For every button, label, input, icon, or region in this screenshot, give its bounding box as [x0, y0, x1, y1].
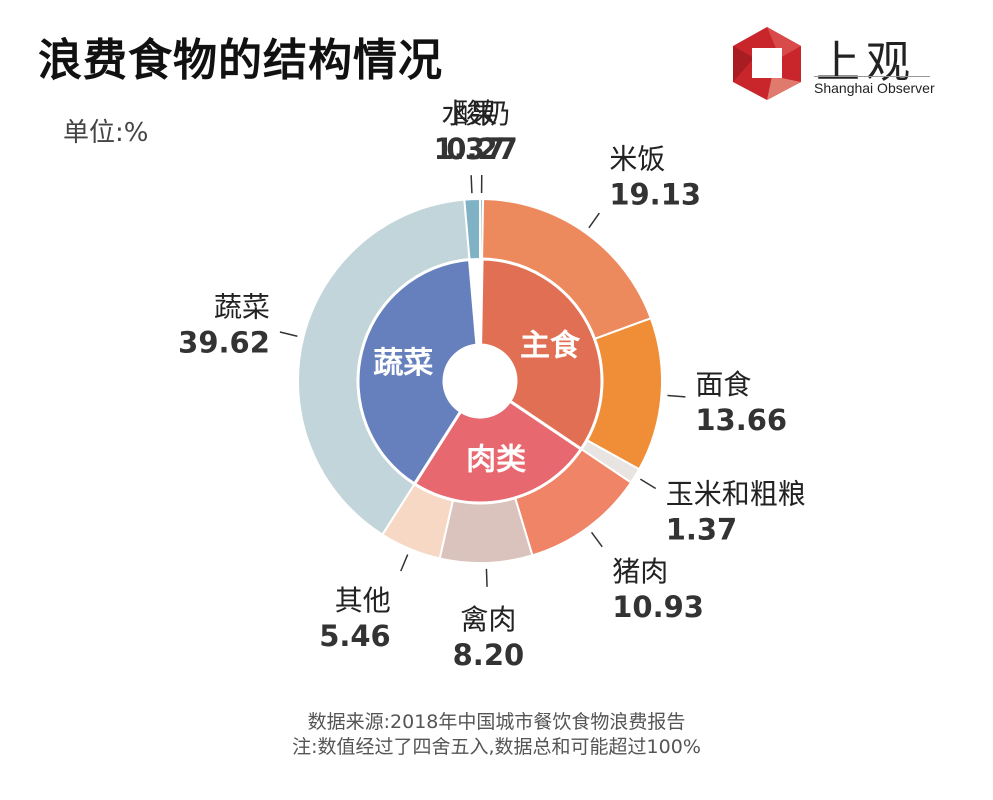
slice-label-value-7: 39.62	[178, 325, 270, 359]
note-line: 注:数值经过了四舍五入,数据总和可能超过100%	[292, 736, 701, 758]
slice-labels: 酸奶0.27 米饭19.13面食13.66玉米和粗粮1.37猪肉10.93禽肉8.…	[178, 97, 806, 672]
logo-divider	[814, 76, 930, 77]
slice-label-value-0: 0.27	[446, 132, 518, 166]
source-note: 数据来源:2018年中国城市餐饮食物浪费报告 注:数值经过了四舍五入,数据总和可…	[0, 710, 993, 760]
slice-label-name-6: 其他	[335, 584, 391, 617]
logo-subtitle: Shanghai Observer	[814, 80, 935, 96]
inner-label-2: 蔬菜	[373, 346, 433, 381]
chart-title: 浪费食物的结构情况	[38, 35, 443, 86]
slice-label-name-5: 禽肉	[460, 603, 516, 636]
inner-label-0: 主食	[520, 328, 581, 363]
outer-ring	[297, 197, 663, 564]
leader-line-5	[485, 568, 488, 587]
leader-line-1	[588, 212, 600, 229]
logo-name: 上观	[816, 37, 916, 88]
slice-label-value-5: 8.20	[453, 638, 525, 672]
leader-line-8	[470, 175, 473, 194]
logo-mark-icon	[733, 27, 801, 100]
slice-label-name-3: 玉米和粗粮	[666, 477, 806, 510]
slice-label-value-3: 1.37	[666, 512, 738, 546]
leader-line-6	[400, 554, 409, 572]
leader-line-7	[279, 331, 298, 338]
leader-line-3	[639, 478, 657, 490]
slice-label-value-6: 5.46	[319, 619, 391, 653]
slice-label-value-8: 1.37	[434, 132, 506, 166]
slice-label-value-2: 13.66	[695, 403, 787, 437]
slice-label-name-4: 猪肉	[612, 555, 668, 588]
slice-label-value-1: 19.13	[609, 177, 701, 211]
inner-ring	[356, 257, 604, 505]
source-line: 数据来源:2018年中国城市餐饮食物浪费报告	[307, 711, 686, 733]
leader-lines	[279, 175, 686, 587]
inner-label-1: 肉类	[466, 442, 526, 477]
slice-label-name-8: 水果	[441, 97, 497, 130]
logo: 上观 Shanghai Observer	[728, 24, 958, 104]
leader-line-2	[667, 394, 686, 398]
leader-line-4	[590, 531, 603, 548]
slice-label-name-7: 蔬菜	[214, 290, 270, 323]
outer-slice-5	[438, 496, 534, 564]
slice-label-name-2: 面食	[695, 368, 751, 401]
slice-label-name-0: 酸奶	[454, 97, 510, 130]
slice-label-name-1: 米饭	[609, 142, 665, 175]
unit-label: 单位:%	[63, 118, 149, 148]
slice-label-value-4: 10.93	[612, 590, 704, 624]
inner-slice-1	[412, 399, 584, 505]
inner-slice-2	[356, 257, 479, 487]
